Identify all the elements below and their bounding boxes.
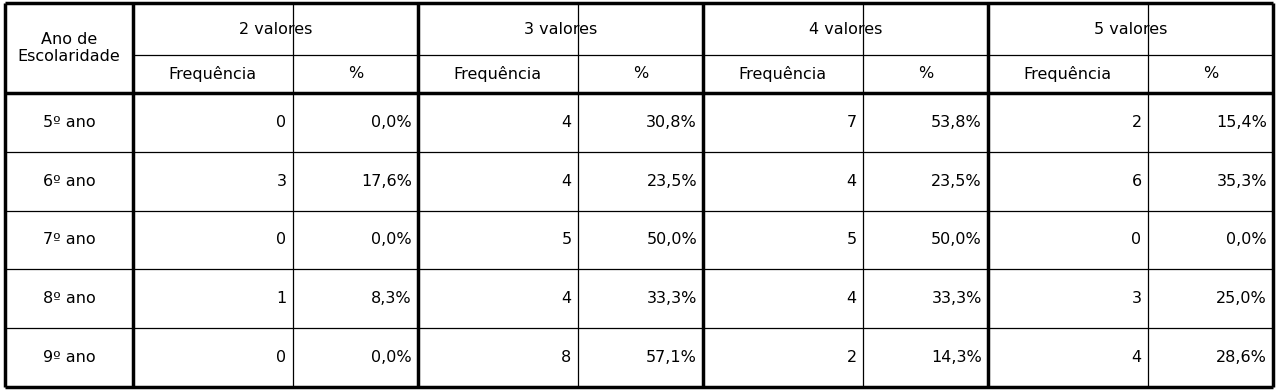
Text: 57,1%: 57,1% xyxy=(647,350,697,365)
Text: 25,0%: 25,0% xyxy=(1217,291,1266,306)
Text: 1: 1 xyxy=(276,291,286,306)
Text: 28,6%: 28,6% xyxy=(1217,350,1266,365)
Text: 6º ano: 6º ano xyxy=(42,174,96,189)
Text: 4: 4 xyxy=(846,174,856,189)
Text: 2 valores: 2 valores xyxy=(239,21,312,37)
Text: 5 valores: 5 valores xyxy=(1094,21,1167,37)
Text: 0: 0 xyxy=(276,350,286,365)
Text: %: % xyxy=(348,67,363,82)
Text: 50,0%: 50,0% xyxy=(932,232,982,248)
Text: %: % xyxy=(918,67,933,82)
Text: 0,0%: 0,0% xyxy=(1227,232,1266,248)
Text: 23,5%: 23,5% xyxy=(932,174,982,189)
Text: 4: 4 xyxy=(846,291,856,306)
Text: 50,0%: 50,0% xyxy=(647,232,697,248)
Text: 5º ano: 5º ano xyxy=(42,115,96,130)
Text: 23,5%: 23,5% xyxy=(647,174,697,189)
Text: Ano de
Escolaridade: Ano de Escolaridade xyxy=(18,32,120,64)
Text: 6: 6 xyxy=(1131,174,1141,189)
Text: 4: 4 xyxy=(561,174,571,189)
Text: 4: 4 xyxy=(561,115,571,130)
Text: 33,3%: 33,3% xyxy=(647,291,697,306)
Text: 15,4%: 15,4% xyxy=(1217,115,1266,130)
Text: 2: 2 xyxy=(1131,115,1141,130)
Text: 14,3%: 14,3% xyxy=(932,350,982,365)
Text: 9º ano: 9º ano xyxy=(42,350,96,365)
Text: 30,8%: 30,8% xyxy=(647,115,697,130)
Text: 17,6%: 17,6% xyxy=(362,174,412,189)
Text: Frequência: Frequência xyxy=(1024,66,1112,82)
Text: 35,3%: 35,3% xyxy=(1217,174,1266,189)
Text: 8º ano: 8º ano xyxy=(42,291,96,306)
Text: 3: 3 xyxy=(276,174,286,189)
Text: 7º ano: 7º ano xyxy=(42,232,96,248)
Text: 0,0%: 0,0% xyxy=(372,115,412,130)
Text: 4: 4 xyxy=(561,291,571,306)
Text: %: % xyxy=(633,67,648,82)
Text: 0: 0 xyxy=(1131,232,1141,248)
Text: 2: 2 xyxy=(846,350,856,365)
Text: 5: 5 xyxy=(846,232,856,248)
Text: 4 valores: 4 valores xyxy=(809,21,882,37)
Text: 4: 4 xyxy=(1131,350,1141,365)
Text: 0,0%: 0,0% xyxy=(372,232,412,248)
Text: 8,3%: 8,3% xyxy=(372,291,412,306)
Text: 8: 8 xyxy=(561,350,571,365)
Text: 0: 0 xyxy=(276,115,286,130)
Text: 0: 0 xyxy=(276,232,286,248)
Text: 33,3%: 33,3% xyxy=(932,291,982,306)
Text: Frequência: Frequência xyxy=(169,66,257,82)
Text: Frequência: Frequência xyxy=(739,66,827,82)
Text: Frequência: Frequência xyxy=(454,66,542,82)
Text: 3: 3 xyxy=(1131,291,1141,306)
Text: 53,8%: 53,8% xyxy=(932,115,982,130)
Text: 3 valores: 3 valores xyxy=(524,21,597,37)
Text: 5: 5 xyxy=(561,232,571,248)
Text: 0,0%: 0,0% xyxy=(372,350,412,365)
Text: %: % xyxy=(1203,67,1218,82)
Text: 7: 7 xyxy=(846,115,856,130)
